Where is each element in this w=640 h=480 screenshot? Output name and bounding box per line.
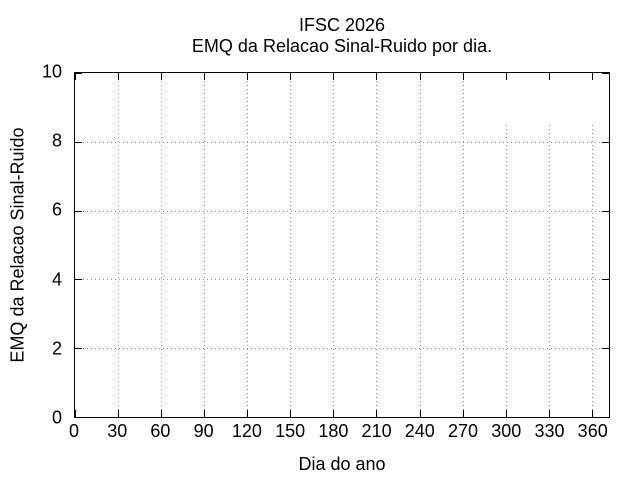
x-tick-mark [462,410,464,417]
y-tick-mark [75,210,82,212]
y-tick-mark [602,279,609,281]
x-tick-mark [419,410,421,417]
y-tick-label: 2 [51,338,62,359]
gridline-vertical [118,73,120,417]
x-tick-label: 120 [231,421,262,441]
x-tick-mark [247,410,249,417]
chart-title-block: IFSC 2026 EMQ da Relacao Sinal-Ruido por… [74,15,610,57]
y-tick-label: 0 [51,407,62,428]
y-tick-mark [602,210,609,212]
x-tick-label: 330 [534,421,565,441]
x-tick-mark [505,410,507,417]
plot-area [74,72,610,418]
y-tick-labels: 0 2 4 6 8 10 [0,62,62,428]
x-tick-label: 0 [68,421,80,441]
x-tick-label: 60 [150,421,171,441]
chart-title: IFSC 2026 [298,15,386,35]
x-tick-label: 360 [577,421,608,441]
y-tick-label: 6 [51,199,62,220]
gridline-vertical [419,73,421,417]
gridline-horizontal [75,279,609,281]
gridline-horizontal [75,210,609,212]
y-tick-mark [602,348,609,350]
y-tick-mark [75,417,82,418]
y-tick-mark [75,141,82,143]
x-tick-label: 300 [491,421,522,441]
x-tick-mark [505,73,507,80]
x-tick-mark [462,73,464,80]
gridline-vertical [247,73,249,417]
x-tick-mark [548,410,550,417]
x-tick-mark [290,410,292,417]
x-tick-label: 240 [404,421,435,441]
x-axis-label-text: Dia do ano [298,454,386,474]
x-tick-mark [419,73,421,80]
y-tick-label: 4 [51,269,62,290]
y-tick-mark [75,73,82,74]
x-tick-mark [376,410,378,417]
x-tick-mark [75,410,76,417]
x-tick-mark [591,410,593,417]
y-tick-mark [75,348,82,350]
x-tick-mark [290,73,292,80]
x-tick-label: 30 [107,421,128,441]
gridline-vertical [333,73,335,417]
gridline-vertical [505,124,507,417]
x-tick-mark [75,73,76,80]
y-tick-mark [602,141,609,143]
x-tick-label: 150 [275,421,306,441]
x-tick-mark [376,73,378,80]
gridline-vertical [376,73,378,417]
gridline-vertical [161,73,163,417]
x-tick-mark [161,73,163,80]
chart-subtitle: EMQ da Relacao Sinal-Ruido por dia. [191,36,493,56]
x-tick-label: 90 [193,421,214,441]
x-tick-label: 270 [448,421,479,441]
gridline-vertical [548,124,550,417]
x-tick-labels: 0 30 60 90 120 150 180 210 240 270 300 330 360 [69,421,610,442]
x-tick-mark [333,73,335,80]
gridline-vertical [591,124,593,417]
x-tick-mark [548,73,550,80]
x-tick-label: 210 [361,421,392,441]
x-tick-mark [204,410,206,417]
y-tick-label: 10 [41,61,62,82]
y-tick-mark [602,73,609,74]
gridline-horizontal [75,141,609,143]
gridline-vertical [204,73,206,417]
x-tick-mark [161,410,163,417]
gridline-horizontal [75,348,609,350]
x-tick-mark [333,410,335,417]
x-tick-label: 180 [318,421,349,441]
x-axis-label: Dia do ano [74,454,610,475]
x-tick-mark [118,73,120,80]
x-tick-mark [118,410,120,417]
gridline-vertical [290,73,292,417]
y-tick-mark [75,279,82,281]
gridline-vertical [462,73,464,417]
x-tick-mark [247,73,249,80]
x-tick-mark [204,73,206,80]
x-tick-mark [591,73,593,80]
y-tick-mark [602,417,609,418]
y-tick-label: 8 [51,130,62,151]
